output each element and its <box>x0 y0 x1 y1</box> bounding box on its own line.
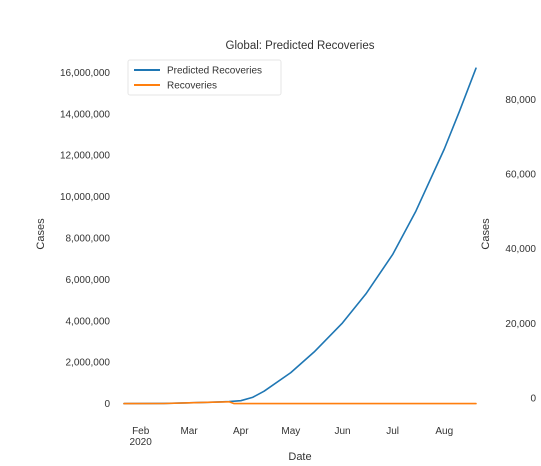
x-axis-title: Date <box>288 451 311 461</box>
y-left-tick-label: 6,000,000 <box>66 275 111 286</box>
x-tick-label: Mar <box>180 426 198 437</box>
y-left-tick-label: 10,000,000 <box>60 192 110 203</box>
y-left-tick-label: 16,000,000 <box>60 68 110 79</box>
x-tick-label: Jun <box>334 426 350 437</box>
y-axis-left: 0 2,000,000 4,000,000 6,000,000 8,000,000 10,… <box>60 68 111 410</box>
x-tick-label: Apr <box>233 426 249 437</box>
series-line-predicted-recoveries <box>123 67 477 405</box>
x-tick-label: Aug <box>435 426 453 437</box>
y-right-tick-label: 60,000 <box>505 170 536 181</box>
x-tick-sublabel: 2020 <box>130 437 153 448</box>
legend-box <box>127 59 282 96</box>
y-axis-right-title: Cases <box>480 218 492 250</box>
series-layer <box>123 67 477 405</box>
y-left-tick-label: 8,000,000 <box>66 234 111 245</box>
y-left-tick-label: 12,000,000 <box>60 151 110 162</box>
y-right-tick-label: 0 <box>530 394 536 405</box>
y-left-tick-label: 2,000,000 <box>66 358 111 369</box>
y-left-tick-label: 14,000,000 <box>60 109 110 120</box>
chart-title: Global: Predicted Recoveries <box>226 40 375 52</box>
y-left-tick-label: 4,000,000 <box>66 316 111 327</box>
legend-label: Recoveries <box>167 81 217 92</box>
x-tick-label: May <box>281 426 300 437</box>
y-right-tick-label: 40,000 <box>505 244 536 255</box>
y-axis-right: 0 20,000 40,000 60,000 80,000 <box>505 95 536 405</box>
x-tick-label: Feb <box>132 426 150 437</box>
y-axis-left-title: Cases <box>35 218 47 250</box>
x-tick-label: Jul <box>386 426 399 437</box>
series-line-recoveries <box>123 401 477 405</box>
y-right-tick-label: 20,000 <box>505 319 536 330</box>
y-left-tick-label: 0 <box>104 399 110 410</box>
y-right-tick-label: 80,000 <box>505 95 536 106</box>
legend: Predicted Recoveries Recoveries <box>127 59 282 96</box>
legend-label: Predicted Recoveries <box>167 66 262 77</box>
